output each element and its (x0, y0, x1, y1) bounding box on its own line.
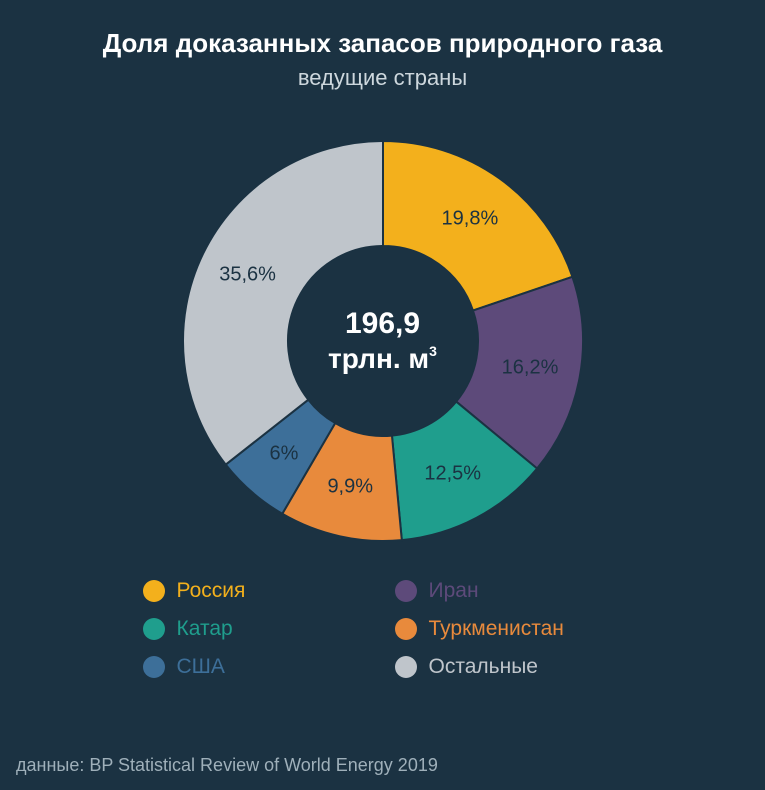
legend-dot-icon (395, 580, 417, 602)
chart-container: 196,9 трлн. м3 19,8% 16,2% 12,5% 9,9% 6% 35,6… (0, 131, 765, 551)
center-unit-text: трлн. м (328, 343, 429, 374)
legend-item: Россия (143, 579, 371, 603)
center-unit-sup: 3 (429, 343, 437, 359)
legend-label: Иран (429, 579, 479, 603)
legend: Россия Иран Катар Туркменистан США Остальные (143, 579, 623, 679)
legend-label: Туркменистан (429, 617, 564, 641)
slice-label: 6% (270, 443, 299, 466)
legend-dot-icon (395, 618, 417, 640)
donut-chart: 196,9 трлн. м3 19,8% 16,2% 12,5% 9,9% 6% 35,6… (173, 131, 593, 551)
slice-label: 19,8% (442, 208, 499, 231)
legend-dot-icon (143, 618, 165, 640)
legend-dot-icon (395, 656, 417, 678)
chart-subtitle: ведущие страны (0, 65, 765, 91)
legend-label: Россия (177, 579, 246, 603)
legend-label: Катар (177, 617, 233, 641)
legend-label: США (177, 655, 225, 679)
slice-label: 16,2% (502, 357, 559, 380)
slice-label: 12,5% (424, 462, 481, 485)
legend-label: Остальные (429, 655, 538, 679)
legend-item: Катар (143, 617, 371, 641)
legend-item: Туркменистан (395, 617, 623, 641)
center-unit: трлн. м3 (328, 342, 437, 376)
source-line: данные: BP Statistical Review of World E… (16, 755, 438, 776)
center-label: 196,9 трлн. м3 (328, 306, 437, 376)
legend-item: Иран (395, 579, 623, 603)
legend-item: Остальные (395, 655, 623, 679)
legend-dot-icon (143, 656, 165, 678)
legend-item: США (143, 655, 371, 679)
slice-label: 9,9% (327, 476, 373, 499)
slice-label: 35,6% (219, 264, 276, 287)
legend-dot-icon (143, 580, 165, 602)
center-value: 196,9 (328, 306, 437, 342)
chart-title: Доля доказанных запасов природного газа (0, 0, 765, 59)
